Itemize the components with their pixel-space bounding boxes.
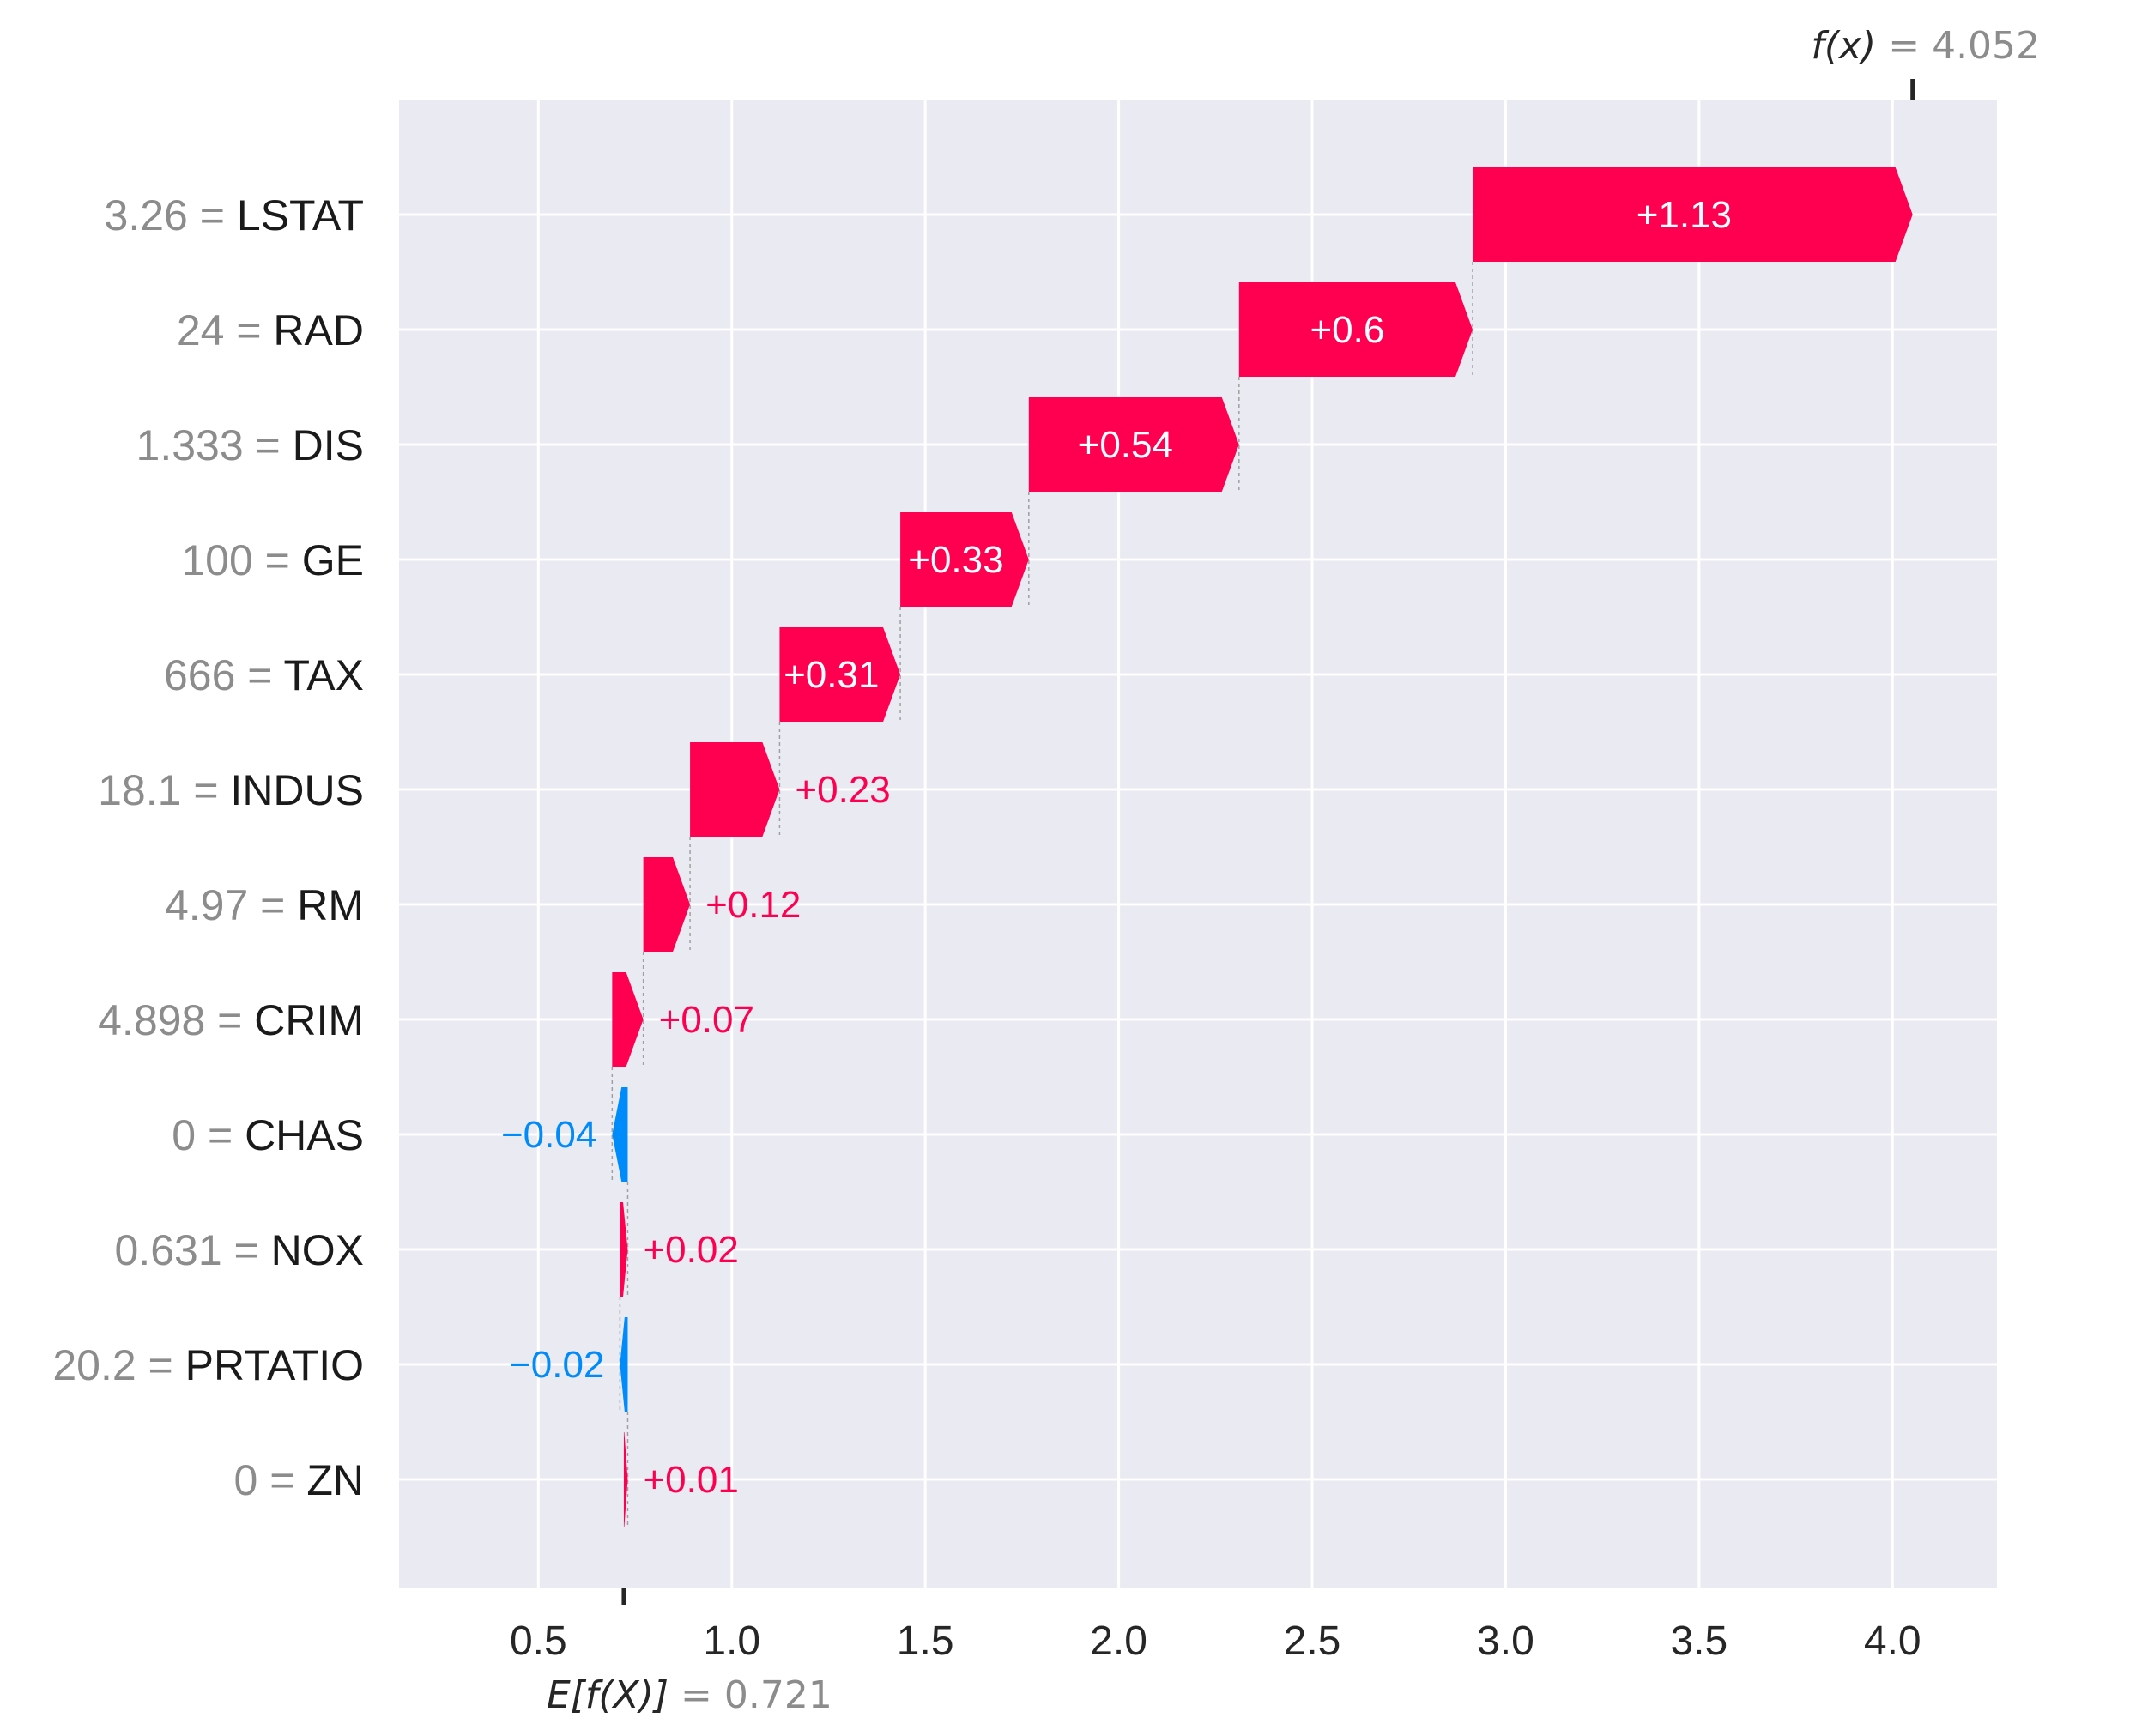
contribution-bar-tax: [779, 627, 901, 722]
feature-label: 0.631 = NOX: [115, 1226, 364, 1274]
feature-label: 4.97 = RM: [165, 881, 364, 929]
contribution-bar-chas: [612, 1087, 628, 1182]
output-value-number: = 4.052: [1876, 24, 2040, 68]
contribution-bars: [612, 167, 1913, 1527]
output-value-prefix: f(x): [1811, 24, 1876, 68]
feature-value: 3.26 =: [105, 191, 237, 239]
contribution-label: +0.6: [1310, 309, 1384, 351]
x-tick-label: 2.0: [1090, 1618, 1147, 1664]
feature-name: INDUS: [230, 766, 364, 814]
feature-name: CRIM: [254, 996, 364, 1044]
base-value-prefix: E[f(X)]: [547, 1673, 669, 1717]
feature-value: 666 =: [164, 651, 284, 699]
feature-name: TAX: [283, 651, 364, 699]
x-tick-label: 1.0: [703, 1618, 760, 1664]
feature-value: 100 =: [181, 536, 301, 584]
feature-name: ZN: [306, 1456, 364, 1504]
contribution-bar-rad: [1238, 282, 1473, 377]
base-value-label: E[f(X)] = 0.721: [547, 1673, 832, 1717]
feature-name: PRTATIO: [185, 1341, 364, 1389]
base-value-number: = 0.721: [669, 1673, 832, 1717]
contribution-bar-ge: [900, 512, 1029, 607]
contribution-label: +0.12: [705, 884, 801, 926]
feature-label: 0 = ZN: [234, 1456, 364, 1504]
x-tick-label: 2.5: [1284, 1618, 1341, 1664]
contribution-bar-dis: [1028, 397, 1239, 492]
x-tick-label: 1.5: [897, 1618, 954, 1664]
contribution-labels: +1.13 +0.6 +0.54 +0.33 +0.31 +0.23 +0.12 +0.07 −…: [501, 194, 1732, 1501]
contribution-label: +0.31: [784, 654, 879, 696]
contribution-label: +0.54: [1078, 424, 1173, 466]
feature-value: 24 =: [177, 306, 274, 354]
contribution-label: +0.07: [659, 999, 754, 1041]
feature-label: 20.2 = PRTATIO: [52, 1341, 364, 1389]
contribution-bar-prtatio: [620, 1317, 628, 1412]
contribution-bar-indus: [690, 742, 780, 837]
feature-value: 1.333 =: [136, 421, 293, 469]
contribution-label: +1.13: [1637, 194, 1732, 236]
contribution-bar-nox: [620, 1202, 628, 1297]
feature-value: 0 =: [172, 1111, 245, 1159]
feature-value: 4.97 =: [165, 881, 297, 929]
x-tick-label: 3.5: [1670, 1618, 1727, 1664]
feature-value: 0.631 =: [115, 1226, 271, 1274]
x-axis-ticks: 0.5 1.0 1.5 2.0 2.5 3.0 3.5 4.0: [510, 1618, 1921, 1664]
output-value-label: f(x) = 4.052: [1811, 24, 2040, 68]
base-value-annotation: E[f(X)] = 0.721: [547, 1588, 832, 1717]
feature-label: 100 = GE: [181, 536, 364, 584]
feature-value: 18.1 =: [98, 766, 230, 814]
x-tick-label: 4.0: [1864, 1618, 1921, 1664]
feature-name: RAD: [273, 306, 364, 354]
feature-label: 24 = RAD: [177, 306, 364, 354]
feature-label: 0 = CHAS: [172, 1111, 364, 1159]
contribution-bar-crim: [612, 972, 644, 1067]
feature-label: 18.1 = INDUS: [98, 766, 364, 814]
x-tick-label: 3.0: [1477, 1618, 1534, 1664]
contribution-label: −0.04: [501, 1114, 596, 1156]
feature-label: 3.26 = LSTAT: [105, 191, 364, 239]
feature-name: NOX: [271, 1226, 364, 1274]
feature-value: 0 =: [234, 1456, 307, 1504]
feature-name: DIS: [293, 421, 364, 469]
contribution-label: +0.01: [643, 1459, 738, 1501]
feature-name: RM: [297, 881, 364, 929]
feature-name: CHAS: [245, 1111, 364, 1159]
contribution-bar-lstat: [1473, 167, 1913, 262]
x-tick-label: 0.5: [510, 1618, 567, 1664]
contribution-label: −0.02: [509, 1344, 604, 1386]
contribution-label: +0.23: [795, 769, 890, 811]
plot-background: [399, 100, 1997, 1588]
feature-label: 1.333 = DIS: [136, 421, 364, 469]
contribution-bar-zn: [623, 1432, 628, 1527]
feature-label: 4.898 = CRIM: [98, 996, 364, 1044]
feature-label: 666 = TAX: [164, 651, 364, 699]
feature-value: 4.898 =: [98, 996, 254, 1044]
contribution-bar-rm: [643, 857, 691, 952]
feature-labels: 3.26 = LSTAT 24 = RAD 1.333 = DIS 100 = GE 6…: [52, 191, 364, 1504]
feature-name: GE: [302, 536, 364, 584]
contribution-label: +0.33: [908, 539, 1003, 581]
connector-lines: [611, 262, 1473, 1527]
output-value-annotation: f(x) = 4.052: [1811, 24, 2040, 100]
contribution-label: +0.02: [643, 1229, 738, 1271]
feature-value: 20.2 =: [52, 1341, 185, 1389]
x-gridlines: [536, 100, 1894, 1588]
feature-name: LSTAT: [237, 191, 364, 239]
